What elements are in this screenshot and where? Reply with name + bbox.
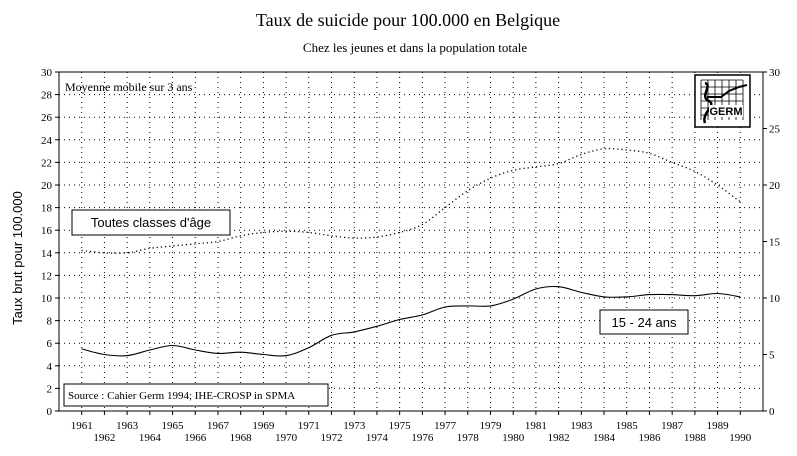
y-tick-label-right: 20 [769, 180, 781, 192]
y-tick-label-right: 15 [769, 237, 781, 249]
y-tick-label-left: 0 [47, 406, 53, 418]
y-tick-label-left: 22 [41, 157, 52, 169]
series-label-total: Toutes classes d'âge [71, 209, 231, 236]
series-label-youth: 15 - 24 ans [599, 309, 689, 335]
y-tick-label-left: 30 [41, 67, 53, 79]
x-tick-label: 1977 [434, 420, 457, 432]
series-line-total [81, 147, 741, 254]
y-tick-label-left: 24 [41, 135, 53, 147]
x-tick-label: 1975 [389, 420, 412, 432]
x-tick-label: 1961 [71, 420, 93, 432]
source-box: Source : Cahier Germ 1994; IHE-CROSP in … [63, 383, 329, 407]
y-tick-label-right: 5 [769, 350, 775, 362]
x-tick-label: 1986 [638, 432, 661, 444]
y-tick-label-left: 6 [47, 338, 53, 350]
x-tick-label: 1981 [525, 420, 547, 432]
x-tick-label: 1968 [230, 432, 253, 444]
x-tick-label: 1980 [502, 432, 525, 444]
y-tick-label-left: 14 [41, 248, 53, 260]
y-tick-label-right: 10 [769, 293, 781, 305]
x-tick-label: 1973 [343, 420, 366, 432]
y-tick-label-left: 4 [47, 361, 53, 373]
chart-title: Taux de suicide pour 100.000 en Belgique [256, 10, 560, 30]
x-axis-ticks: 1961 1963 1965 1967 1969 1971 1973 1975 1977 1979… [71, 411, 752, 444]
y-tick-label-left: 20 [41, 180, 53, 192]
x-tick-label: 1987 [661, 420, 684, 432]
x-tick-label: 1963 [116, 420, 139, 432]
y-tick-label-right: 0 [769, 406, 775, 418]
y-tick-label-left: 18 [41, 203, 53, 215]
x-tick-label: 1974 [366, 432, 389, 444]
y-axis-label: Taux brut pour 100.000 [10, 191, 25, 325]
chart-subtitle: Chez les jeunes et dans la population to… [303, 40, 527, 55]
y-tick-label-left: 26 [41, 112, 53, 124]
y-tick-label-left: 12 [41, 270, 52, 282]
series-layer [81, 147, 741, 357]
y-tick-label-left: 10 [41, 293, 53, 305]
germ-logo: GERM [694, 74, 751, 128]
x-tick-label: 1971 [298, 420, 320, 432]
x-tick-label: 1978 [457, 432, 480, 444]
x-tick-label: 1965 [162, 420, 185, 432]
x-tick-label: 1976 [411, 432, 434, 444]
y-tick-label-left: 28 [41, 90, 53, 102]
x-tick-label: 1969 [252, 420, 275, 432]
x-tick-label: 1988 [684, 432, 707, 444]
plot-frame [58, 71, 764, 412]
y-tick-label-left: 2 [47, 383, 53, 395]
x-tick-label: 1989 [707, 420, 730, 432]
y-tick-label-left: 16 [41, 225, 53, 237]
series-line-youth [81, 285, 741, 357]
x-tick-label: 1964 [139, 432, 162, 444]
y-axis-right-ticks: 0 5 10 15 20 25 30 [763, 67, 781, 418]
source-text: Source : Cahier Germ 1994; IHE-CROSP in … [68, 390, 295, 402]
x-tick-label: 1962 [93, 432, 115, 444]
y-tick-label-right: 25 [769, 124, 781, 136]
series-label-total-text: Toutes classes d'âge [91, 215, 211, 230]
y-tick-label-right: 30 [769, 67, 781, 79]
y-tick-label-left: 8 [47, 316, 53, 328]
x-tick-label: 1972 [321, 432, 343, 444]
source-box-frame [63, 383, 329, 407]
x-tick-label: 1984 [593, 432, 616, 444]
x-tick-label: 1966 [184, 432, 207, 444]
x-tick-label: 1983 [570, 420, 593, 432]
x-tick-label: 1970 [275, 432, 298, 444]
x-tick-label: 1982 [548, 432, 570, 444]
series-label-total-box [71, 209, 231, 236]
logo-text: GERM [710, 106, 743, 118]
series-label-youth-text: 15 - 24 ans [611, 315, 677, 330]
x-tick-label: 1990 [729, 432, 752, 444]
series-label-youth-box [599, 309, 689, 335]
x-tick-label: 1979 [479, 420, 502, 432]
moving-average-note: Moyenne mobile sur 3 ans [65, 80, 193, 94]
x-tick-label: 1967 [207, 420, 230, 432]
grid [59, 72, 763, 411]
x-tick-label: 1985 [616, 420, 639, 432]
